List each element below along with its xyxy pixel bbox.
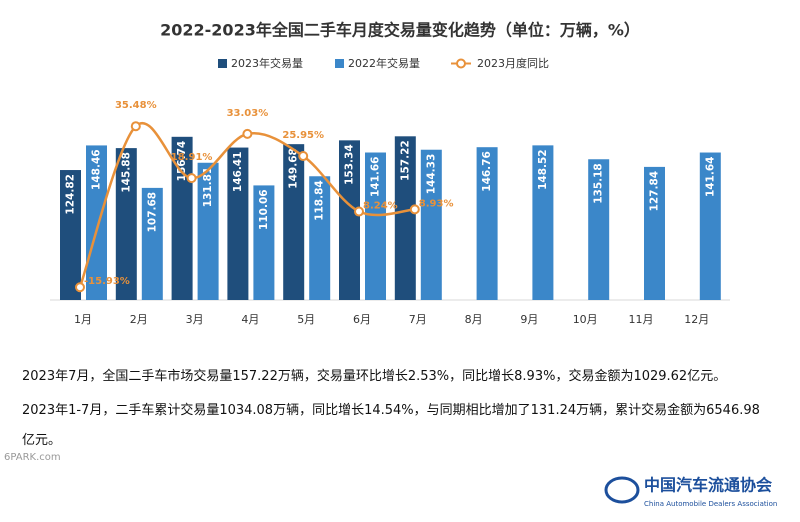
bar-value-label: 156.74	[176, 141, 188, 182]
bar-value-label: 149.68	[288, 148, 300, 189]
legend-label: 2023月度同比	[477, 56, 549, 70]
bar-value-label: 145.88	[120, 152, 132, 193]
bar	[699, 152, 721, 300]
logo-mark	[604, 476, 640, 504]
line-point	[298, 151, 309, 162]
bar	[644, 166, 665, 300]
x-tick-label: 7月	[409, 313, 427, 326]
bar	[253, 185, 275, 300]
bar	[420, 149, 442, 300]
line-point	[354, 206, 364, 217]
bar	[141, 187, 163, 300]
x-tick-label: 8月	[465, 313, 483, 326]
line-value-label: 35.48%	[115, 100, 157, 111]
bar	[339, 140, 360, 300]
legend-swatch	[218, 59, 227, 68]
legend-label: 2023年交易量	[231, 56, 303, 70]
bar-value-label: 157.22	[399, 140, 411, 181]
line-point	[186, 173, 197, 184]
x-tick-label: 5月	[297, 313, 315, 326]
bar	[60, 170, 81, 300]
bar	[365, 152, 386, 300]
x-tick-label: 4月	[241, 313, 259, 326]
chart: 2022-2023年全国二手车月度交易量变化趋势（单位：万辆，%） 1月 2月 3月…	[50, 21, 730, 326]
legend-label: 2022年交易量	[348, 56, 420, 70]
bar	[532, 145, 554, 300]
chart-title: 2022-2023年全国二手车月度交易量变化趋势（单位：万辆，%）	[160, 21, 640, 40]
bar	[86, 145, 107, 300]
bar-value-label: 127.84	[649, 171, 661, 212]
bar-value-label: 131.81	[202, 167, 214, 208]
bar	[394, 136, 416, 300]
x-tick-label: 6月	[353, 313, 371, 326]
bar-value-label: 153.34	[344, 144, 356, 185]
bar	[115, 148, 137, 300]
note: 2023年1-7月，二手车累计交易量1034.08万辆，同比增长14.54%，与…	[22, 403, 760, 448]
line-value-label: 18.91%	[171, 152, 213, 163]
x-tick-label: 11月	[629, 313, 654, 326]
bar-value-label: 148.46	[91, 149, 103, 190]
logo-english: China Automobile Dealers Association	[644, 500, 777, 508]
bar	[476, 147, 498, 300]
x-tick-label: 3月	[186, 313, 204, 326]
x-tick-label: 12月	[684, 313, 709, 326]
x-tick-label: 1月	[74, 313, 92, 326]
logo-name: 中国汽车流通协会	[644, 476, 772, 495]
note: 2023年7月，全国二手车市场交易量157.22万辆，交易量环比增长2.53%，…	[22, 369, 727, 384]
bar-value-label: 146.76	[481, 151, 493, 192]
line-point	[130, 121, 141, 132]
logo: 中国汽车流通协会 China Automobile Dealers Associ…	[604, 476, 777, 508]
line-value-label: 33.03%	[227, 108, 269, 119]
bar-value-label: 148.52	[537, 149, 549, 190]
bar	[197, 162, 219, 300]
bar-value-label: 124.82	[65, 174, 77, 215]
bar	[227, 147, 249, 300]
line-point	[409, 204, 420, 215]
bar-value-label: 110.06	[258, 189, 270, 230]
bar-value-label: 118.84	[314, 180, 326, 221]
x-tick-label: 2月	[130, 313, 148, 326]
bar-value-label: 135.18	[593, 163, 605, 204]
legend-swatch	[335, 59, 344, 68]
bar-value-label: 144.33	[425, 154, 437, 195]
bar-value-label: 141.64	[704, 157, 716, 198]
line-point	[75, 282, 85, 293]
line-value-label: 8.93%	[419, 198, 454, 209]
bar-value-label: 107.68	[146, 192, 158, 233]
line-value-label: 8.24%	[363, 201, 398, 212]
bar-value-label: 141.66	[370, 157, 382, 198]
x-tick-label: 10月	[573, 313, 598, 326]
bar	[309, 176, 331, 300]
line-value-label: 25.95%	[282, 130, 324, 141]
watermark: 6PARK.com	[4, 452, 61, 463]
x-tick-label: 9月	[520, 313, 538, 326]
line-value-label: -15.93%	[84, 276, 130, 287]
line	[78, 122, 415, 288]
line-point	[242, 128, 253, 139]
legend-swatch	[456, 58, 466, 69]
bar	[283, 144, 305, 300]
bar	[588, 159, 610, 300]
bar-value-label: 146.41	[232, 152, 244, 193]
